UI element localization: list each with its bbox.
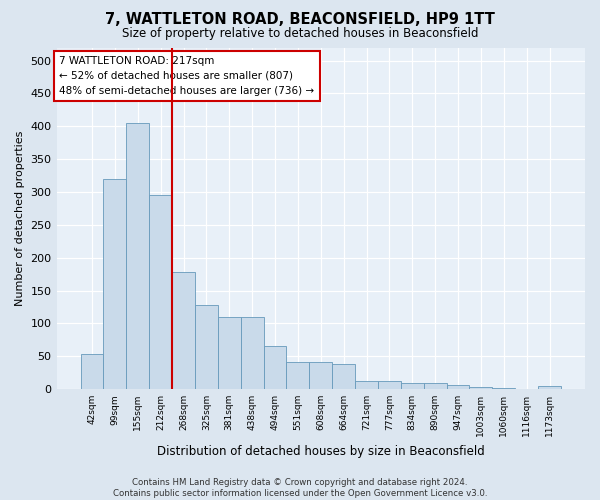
Text: 7 WATTLETON ROAD: 217sqm
← 52% of detached houses are smaller (807)
48% of semi-: 7 WATTLETON ROAD: 217sqm ← 52% of detach… [59, 56, 314, 96]
Bar [401, 382, 424, 389]
Bar [355, 382, 378, 389]
Bar [218, 317, 241, 389]
Bar [103, 179, 127, 389]
Bar [310, 362, 332, 389]
Text: Size of property relative to detached houses in Beaconsfield: Size of property relative to detached ho… [122, 28, 478, 40]
Bar [149, 196, 172, 389]
Bar [172, 272, 195, 389]
Bar [127, 123, 149, 389]
Bar [538, 386, 561, 389]
X-axis label: Distribution of detached houses by size in Beaconsfield: Distribution of detached houses by size … [157, 444, 485, 458]
Bar [446, 385, 469, 389]
Bar [241, 317, 263, 389]
Bar [332, 364, 355, 389]
Bar [263, 346, 286, 389]
Text: 7, WATTLETON ROAD, BEACONSFIELD, HP9 1TT: 7, WATTLETON ROAD, BEACONSFIELD, HP9 1TT [105, 12, 495, 28]
Text: Contains HM Land Registry data © Crown copyright and database right 2024.
Contai: Contains HM Land Registry data © Crown c… [113, 478, 487, 498]
Bar [493, 388, 515, 389]
Bar [515, 388, 538, 389]
Bar [378, 382, 401, 389]
Bar [424, 382, 446, 389]
Bar [469, 387, 493, 389]
Y-axis label: Number of detached properties: Number of detached properties [15, 130, 25, 306]
Bar [195, 305, 218, 389]
Bar [286, 362, 310, 389]
Bar [80, 354, 103, 389]
